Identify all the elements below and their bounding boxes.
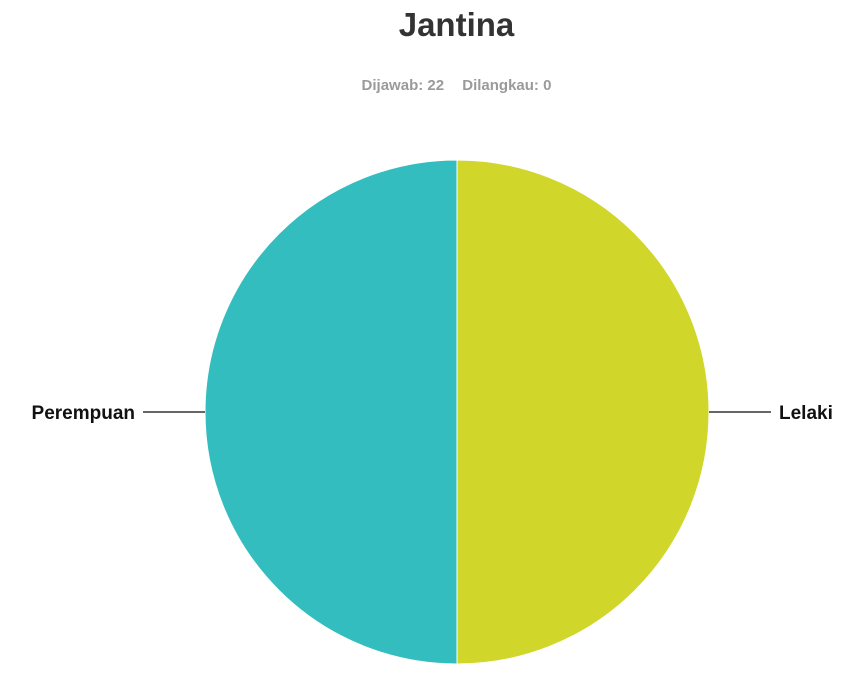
chart-title: Jantina <box>398 6 515 43</box>
slice-label-lelaki: Lelaki <box>779 403 833 424</box>
pie-slice-perempuan[interactable] <box>204 159 458 665</box>
slice-label-perempuan: Perempuan <box>32 403 135 424</box>
skipped-count: Dilangkau: 0 <box>462 77 552 94</box>
chart-stats: Dijawab: 22 Dilangkau: 0 <box>0 77 853 94</box>
answered-count: Dijawab: 22 <box>361 77 445 94</box>
pie-slice-lelaki[interactable] <box>456 159 710 665</box>
